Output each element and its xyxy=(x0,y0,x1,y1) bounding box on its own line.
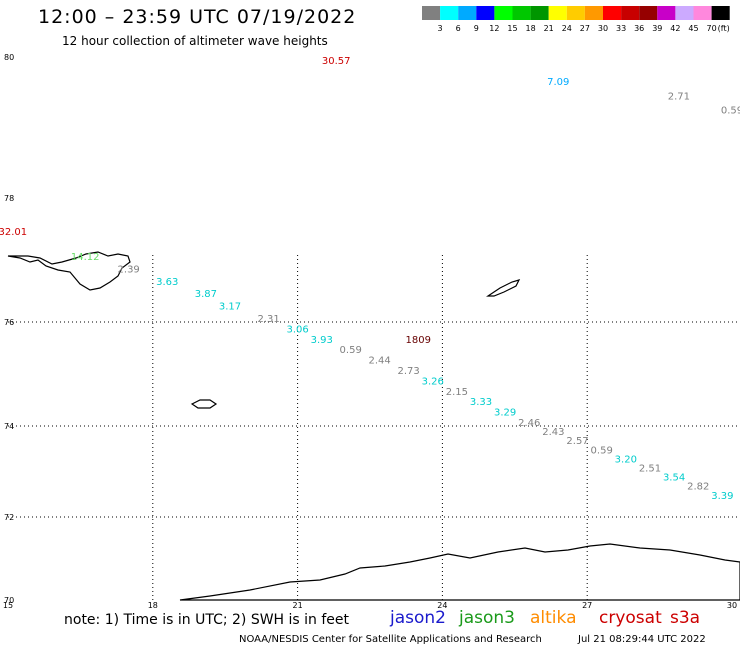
legend-swatch xyxy=(476,6,495,20)
legend-label: 9 xyxy=(474,24,479,33)
legend-swatch xyxy=(675,6,694,20)
wave-height-label: 2.73 xyxy=(397,366,419,377)
legend-swatch xyxy=(422,6,441,20)
legend-label: 15 xyxy=(507,24,517,33)
x-tick-label: 27 xyxy=(582,601,592,610)
color-scale-legend: 3 6 9 12 15 18 21 24 27 30 33 36 39 42 45 70 (ft) xyxy=(422,6,730,33)
bear-island-coastline xyxy=(190,399,218,409)
wave-height-label: 32.01 xyxy=(0,227,27,238)
wave-height-label: 3.33 xyxy=(470,397,492,408)
legend-swatch xyxy=(494,6,513,20)
legend-label: 6 xyxy=(456,24,461,33)
wave-height-label: 0.59 xyxy=(591,445,613,456)
wave-height-label: 7.09 xyxy=(547,77,569,88)
wave-height-label: 3.39 xyxy=(711,491,733,502)
credit-line: NOAA/NESDIS Center for Satellite Applica… xyxy=(239,634,542,645)
x-tick-label: 18 xyxy=(148,601,158,610)
legend-swatch xyxy=(693,6,712,20)
wave-height-label: 2.46 xyxy=(518,418,540,429)
legend-swatch xyxy=(657,6,676,20)
wave-height-label: 0.59 xyxy=(340,345,362,356)
wave-height-label: 3.93 xyxy=(311,335,333,346)
legend-label: 36 xyxy=(634,24,644,33)
hopen-coastline xyxy=(486,279,521,297)
wave-height-label: 14.12 xyxy=(71,252,100,263)
wave-height-label: 2.43 xyxy=(542,427,564,438)
norway-coastline xyxy=(179,543,740,601)
wave-height-label: 3.87 xyxy=(195,289,217,300)
y-tick-label: 80 xyxy=(4,53,14,62)
y-tick-label: 76 xyxy=(4,318,14,327)
wave-height-label: 2.82 xyxy=(687,482,709,493)
legend-swatch xyxy=(512,6,531,20)
legend-swatch xyxy=(639,6,658,20)
wave-height-label: 3.26 xyxy=(422,376,444,387)
legend-label: 27 xyxy=(580,24,590,33)
map-subtitle: 12 hour collection of altimeter wave hei… xyxy=(62,34,328,48)
wave-height-label: 3.54 xyxy=(663,473,685,484)
sat-altika-label: altika xyxy=(530,608,577,628)
legend-label: 24 xyxy=(562,24,572,33)
x-tick-label: 30 xyxy=(727,601,737,610)
wave-height-label: 1809 xyxy=(406,335,431,346)
legend-swatch xyxy=(530,6,549,20)
legend-swatch xyxy=(711,6,730,20)
wave-height-label: 2.57 xyxy=(566,436,588,447)
sat-cryosat-label: cryosat xyxy=(599,608,662,628)
legend-label: 70 xyxy=(707,24,717,33)
legend-label: 42 xyxy=(670,24,680,33)
y-tick-label: 72 xyxy=(4,513,14,522)
generated-timestamp: Jul 21 08:29:44 UTC 2022 xyxy=(578,634,706,645)
coastline xyxy=(7,251,740,601)
wave-height-label: 2.71 xyxy=(668,91,690,102)
legend-swatch xyxy=(603,6,622,20)
wave-height-label: 2.31 xyxy=(258,314,280,325)
x-tick-label: 15 xyxy=(3,601,13,610)
sat-jason2-label: jason2 xyxy=(390,608,446,628)
legend-swatch xyxy=(621,6,640,20)
legend-label: 21 xyxy=(544,24,554,33)
legend-label: 45 xyxy=(688,24,698,33)
legend-label: 18 xyxy=(526,24,536,33)
footer-note: note: 1) Time is in UTC; 2) SWH is in fe… xyxy=(64,612,350,628)
wave-height-label: 0.59 xyxy=(721,105,740,116)
legend-label: 3 xyxy=(438,24,443,33)
legend-swatch xyxy=(458,6,477,20)
legend-label: 33 xyxy=(616,24,626,33)
legend-swatch xyxy=(440,6,459,20)
legend-swatch xyxy=(548,6,567,20)
legend-label: 12 xyxy=(489,24,499,33)
wave-height-label: 3.29 xyxy=(494,408,516,419)
x-tick-label: 24 xyxy=(437,601,447,610)
legend-unit: (ft) xyxy=(718,24,730,33)
wave-height-label: 2.51 xyxy=(639,464,661,475)
x-tick-label: 21 xyxy=(293,601,303,610)
sat-jason3-label: jason3 xyxy=(459,608,515,628)
legend-label: 30 xyxy=(598,24,608,33)
wave-height-label: 2.39 xyxy=(118,264,140,275)
wave-height-label: 3.63 xyxy=(156,277,178,288)
wave-height-label: 3.06 xyxy=(286,324,308,335)
wave-height-label: 3.20 xyxy=(615,454,637,465)
legend-swatch xyxy=(584,6,603,20)
legend-label: 39 xyxy=(652,24,662,33)
legend-swatch xyxy=(566,6,585,20)
svalbard-coastline xyxy=(7,251,131,291)
wave-height-label: 3.17 xyxy=(219,302,241,313)
y-tick-label: 78 xyxy=(4,194,14,203)
y-tick-label: 70 xyxy=(4,596,14,605)
wave-height-label: 2.15 xyxy=(446,387,468,398)
sat-s3a-label: s3a xyxy=(670,608,701,628)
wave-height-label: 2.44 xyxy=(369,356,391,367)
wave-height-label: 30.57 xyxy=(322,56,351,67)
y-tick-label: 74 xyxy=(4,422,14,431)
map-title: 12:00 – 23:59 UTC 07/19/2022 xyxy=(38,6,357,28)
